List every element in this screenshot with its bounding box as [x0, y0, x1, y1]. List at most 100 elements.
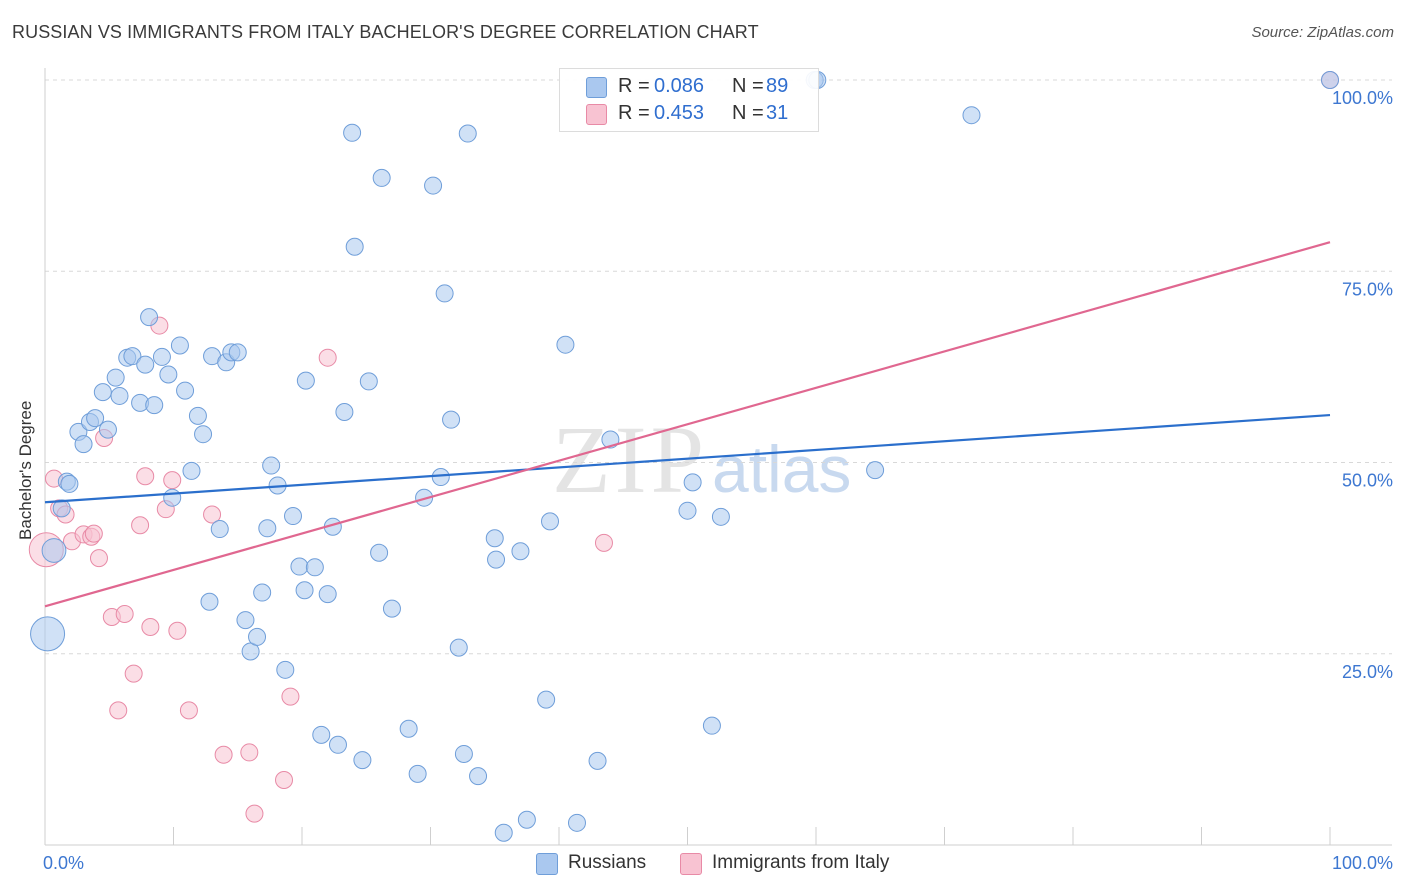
italy-n-value: 31 — [766, 102, 789, 124]
russian-point — [176, 381, 195, 400]
russian-point — [145, 396, 164, 415]
russian-point — [305, 558, 324, 577]
russians-swatch — [586, 77, 607, 98]
russian-point — [567, 813, 586, 832]
russian-point — [541, 512, 560, 531]
russian-point — [93, 383, 112, 402]
italy-point — [84, 524, 103, 543]
russian-point — [511, 542, 530, 561]
russian-point — [382, 599, 401, 618]
italy-point — [318, 348, 337, 367]
russian-point — [683, 473, 702, 492]
gridlines — [45, 79, 1392, 655]
italy-point — [281, 687, 300, 706]
russian-point — [449, 638, 468, 657]
russian-point — [487, 550, 506, 569]
russian-point — [424, 176, 443, 195]
italy-legend-swatch — [680, 853, 702, 875]
italy-point — [245, 804, 264, 823]
y-axis-title: Bachelor's Degree — [16, 400, 35, 540]
y-tick-label: 25.0% — [1342, 662, 1393, 682]
russian-point — [454, 744, 473, 763]
russian-point — [435, 284, 454, 303]
russian-point — [136, 355, 155, 374]
russian-point — [110, 386, 129, 405]
russian-point — [188, 406, 207, 425]
y-tick-label: 75.0% — [1342, 279, 1393, 299]
russian-point — [194, 425, 213, 444]
russian-point — [123, 347, 142, 366]
russian-point — [182, 461, 201, 480]
italy-point — [594, 533, 613, 552]
russian-point — [1321, 71, 1339, 89]
russian-point — [343, 123, 362, 142]
russian-point — [262, 456, 281, 475]
italy-swatch — [586, 104, 607, 125]
russian-point — [152, 347, 171, 366]
russian-point — [485, 529, 504, 548]
russian-point — [276, 660, 295, 679]
russian-point — [140, 308, 159, 327]
italy-point — [124, 664, 143, 683]
russians-n-label: N = — [732, 75, 764, 97]
russian-point — [458, 124, 477, 143]
italy-point — [136, 467, 155, 486]
russian-point — [415, 488, 434, 507]
italy-point — [275, 770, 294, 789]
russian-point — [258, 519, 277, 538]
russian-point — [442, 410, 461, 429]
russian-point — [210, 520, 229, 539]
russian-point — [408, 764, 427, 783]
italy-point — [163, 471, 182, 490]
russian-point — [163, 488, 182, 507]
russian-point — [469, 767, 488, 786]
chart-title: RUSSIAN VS IMMIGRANTS FROM ITALY BACHELO… — [12, 22, 759, 42]
italy-point — [168, 621, 187, 640]
italy-point — [214, 745, 233, 764]
y-tick-label: 100.0% — [1332, 88, 1393, 108]
russian-point — [588, 751, 607, 770]
russian-point — [702, 716, 721, 735]
russians-r-value: 0.086 — [654, 75, 705, 97]
italy-n-label: N = — [732, 102, 764, 124]
italy-point — [115, 604, 134, 623]
russians-legend-swatch — [536, 853, 558, 875]
russian-point — [296, 371, 315, 390]
russian-point — [200, 592, 219, 611]
watermark-atlas: atlas — [712, 432, 851, 506]
russian-point — [399, 719, 418, 738]
russian-point — [98, 420, 117, 439]
russians-trend-line — [44, 413, 1331, 504]
russian-point — [678, 501, 697, 520]
legend-row-italy: R = 0.453 N = 31 — [560, 100, 818, 128]
x-tick-label: 100.0% — [1332, 853, 1393, 873]
russian-point — [335, 403, 354, 422]
russian-point — [74, 435, 93, 454]
italy-point — [109, 701, 128, 720]
russians-n-value: 89 — [766, 75, 789, 97]
russian-point — [711, 507, 730, 526]
russian-point — [372, 168, 391, 187]
russians-legend-label: Russians — [568, 852, 647, 873]
italy-legend-label: Immigrants from Italy — [712, 852, 890, 873]
russian-point — [248, 627, 267, 646]
trend-lines — [44, 241, 1331, 608]
italy-point — [89, 549, 108, 568]
russian-point — [52, 499, 71, 518]
russian-point — [537, 690, 556, 709]
russian-point — [312, 725, 331, 744]
russian-point — [494, 823, 513, 842]
russian-point — [328, 735, 347, 754]
russian-point — [290, 557, 309, 576]
russian-point — [284, 507, 303, 526]
russian-point — [318, 585, 337, 604]
tick-labels: 25.0% 50.0% 75.0% 100.0% 0.0% 100.0% — [43, 88, 1393, 873]
italy-point — [141, 617, 160, 636]
russian-point — [962, 106, 981, 125]
italy-points — [28, 71, 1339, 823]
russian-point — [159, 365, 178, 384]
italy-r-value: 0.453 — [654, 102, 705, 124]
russian-point — [170, 336, 189, 355]
russian-point — [370, 543, 389, 562]
